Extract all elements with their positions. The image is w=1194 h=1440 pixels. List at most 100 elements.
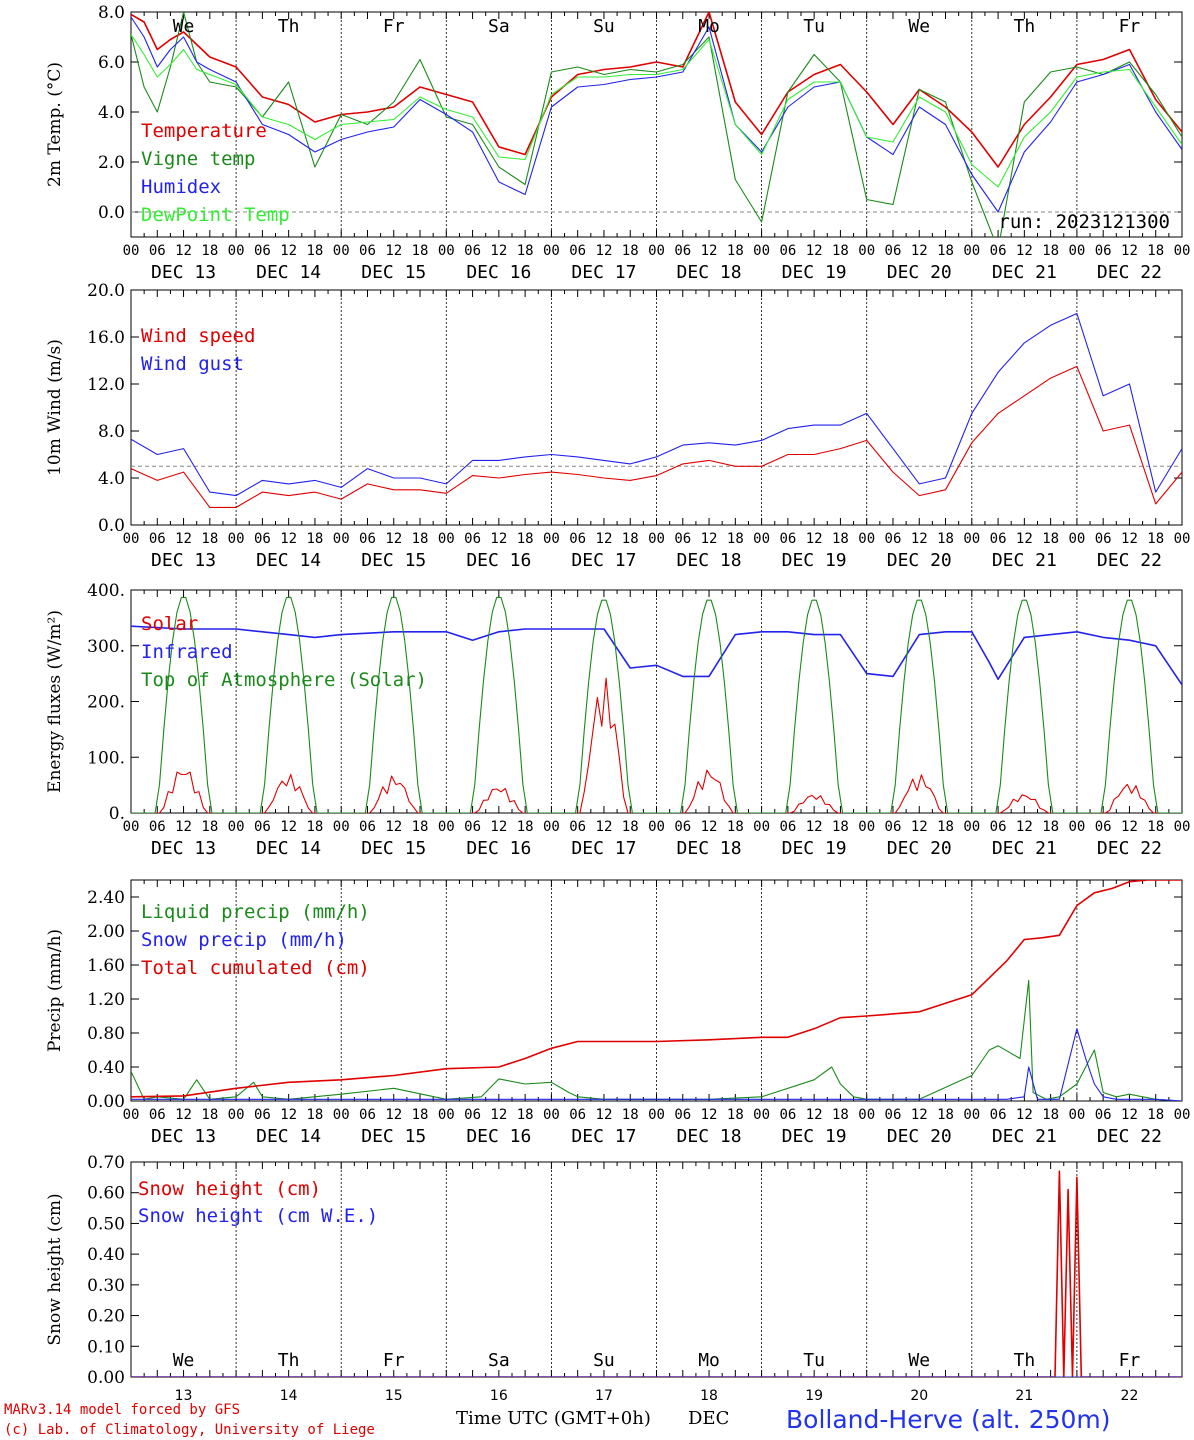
hour-label: 00	[858, 531, 875, 547]
legend-entry: Humidex	[141, 176, 221, 198]
hour-label: 12	[596, 1107, 613, 1123]
date-label: DEC 15	[361, 550, 426, 571]
y-tick-label: 400.	[87, 581, 125, 601]
hour-label: 00	[753, 531, 770, 547]
date-label: DEC 17	[571, 1126, 636, 1147]
weekday-label: Tu	[803, 1350, 825, 1371]
y-tick-label: 12.0	[87, 375, 125, 395]
hour-label: 18	[832, 243, 849, 259]
hour-label: 06	[674, 243, 691, 259]
hour-label: 06	[1095, 531, 1112, 547]
hour-label: 06	[569, 243, 586, 259]
hour-label: 00	[123, 1107, 140, 1123]
date-label: DEC 14	[256, 262, 321, 283]
y-tick-label: 0.10	[87, 1337, 125, 1357]
hour-label: 12	[596, 819, 613, 835]
plot-area	[131, 596, 1182, 813]
y-tick-label: 100.	[87, 748, 125, 768]
y-axis-label: 10m Wind (m/s)	[45, 339, 65, 476]
hour-label: 06	[990, 1107, 1007, 1123]
legend-entry: Vigne temp	[141, 148, 255, 170]
hour-label: 06	[254, 243, 271, 259]
hour-label: 00	[123, 243, 140, 259]
series-line-snow-precip-mm-h	[131, 1028, 1182, 1101]
hour-label: 06	[254, 1107, 271, 1123]
hour-label: 00	[228, 531, 245, 547]
y-tick-label: 4.0	[98, 103, 125, 123]
series-line-total-cumulated-cm	[131, 880, 1182, 1098]
weekday-label: Mo	[698, 1350, 720, 1371]
date-label: DEC 20	[887, 550, 952, 571]
y-tick-label: 1.20	[87, 990, 125, 1010]
model-credit: MARv3.14 model forced by GFS	[4, 1402, 240, 1418]
date-label: DEC 19	[782, 1126, 847, 1147]
weekday-label: Th	[1014, 1350, 1036, 1371]
date-label: DEC 13	[151, 838, 216, 859]
hour-label: 00	[648, 819, 665, 835]
legend-entry: DewPoint Temp	[141, 204, 290, 226]
hour-label: 18	[412, 243, 429, 259]
hour-label: 12	[911, 531, 928, 547]
date-label: DEC 15	[361, 1126, 426, 1147]
hour-label: 06	[149, 1107, 166, 1123]
date-label: DEC 13	[151, 262, 216, 283]
hour-label: 00	[1068, 819, 1085, 835]
y-tick-label: 0.30	[87, 1276, 125, 1296]
hour-label: 00	[648, 243, 665, 259]
hour-label: 18	[201, 1107, 218, 1123]
y-tick-label: 16.0	[87, 328, 125, 348]
hour-label: 00	[753, 1107, 770, 1123]
series-line-top-of-atmosphere-solar	[131, 596, 1182, 813]
hour-label: 00	[333, 1107, 350, 1123]
date-label: DEC 17	[571, 262, 636, 283]
hour-label: 18	[1147, 1107, 1164, 1123]
hour-label: 12	[1016, 531, 1033, 547]
hour-label: 18	[1042, 819, 1059, 835]
hour-label: 06	[885, 531, 902, 547]
hour-label: 18	[517, 1107, 534, 1123]
y-axis-label: Energy fluxes (W/m²)	[45, 610, 65, 793]
hour-label: 12	[1016, 1107, 1033, 1123]
date-label: DEC 21	[992, 262, 1057, 283]
hour-label: 18	[832, 531, 849, 547]
hour-label: 06	[254, 531, 271, 547]
panel-2: 20.0 16.0 12.0 8.0 4.0 0.0 10m Wind (m/s) Wind …	[45, 281, 1190, 571]
weekday-label: Fr	[1119, 16, 1141, 37]
hour-label: 06	[149, 819, 166, 835]
hour-label: 06	[569, 819, 586, 835]
hour-label: 18	[412, 531, 429, 547]
date-label: DEC 21	[992, 838, 1057, 859]
date-label: DEC 17	[571, 550, 636, 571]
month-label: DEC	[688, 1408, 729, 1429]
series-line-temperature	[131, 12, 1182, 168]
day-number-label: 17	[595, 1388, 613, 1404]
hour-label: 18	[306, 1107, 323, 1123]
hour-label: 00	[963, 243, 980, 259]
hour-label: 06	[990, 243, 1007, 259]
hour-label: 12	[1016, 819, 1033, 835]
hour-label: 00	[543, 243, 560, 259]
hour-label: 12	[701, 1107, 718, 1123]
day-number-label: 19	[805, 1388, 823, 1404]
hour-label: 06	[674, 1107, 691, 1123]
weekday-label: Fr	[383, 1350, 405, 1371]
y-tick-label: 0.80	[87, 1024, 125, 1044]
date-label: DEC 21	[992, 550, 1057, 571]
date-label: DEC 21	[992, 1126, 1057, 1147]
hour-label: 00	[963, 819, 980, 835]
hour-label: 12	[280, 819, 297, 835]
weekday-label: Fr	[383, 16, 405, 37]
hour-label: 06	[779, 531, 796, 547]
hour-label: 12	[911, 819, 928, 835]
hour-label: 00	[858, 819, 875, 835]
hour-label: 18	[1147, 531, 1164, 547]
day-number-label: 21	[1015, 1388, 1033, 1404]
hour-label: 18	[937, 819, 954, 835]
hour-label: 00	[1068, 531, 1085, 547]
hour-label: 18	[727, 1107, 744, 1123]
hour-label: 18	[306, 243, 323, 259]
hour-label: 06	[885, 243, 902, 259]
y-tick-label: 1.60	[87, 956, 125, 976]
date-label: DEC 13	[151, 550, 216, 571]
panel-1: 8.0 6.0 4.0 2.0 0.0 2m Temp. (°C) Temperature V…	[45, 3, 1190, 283]
